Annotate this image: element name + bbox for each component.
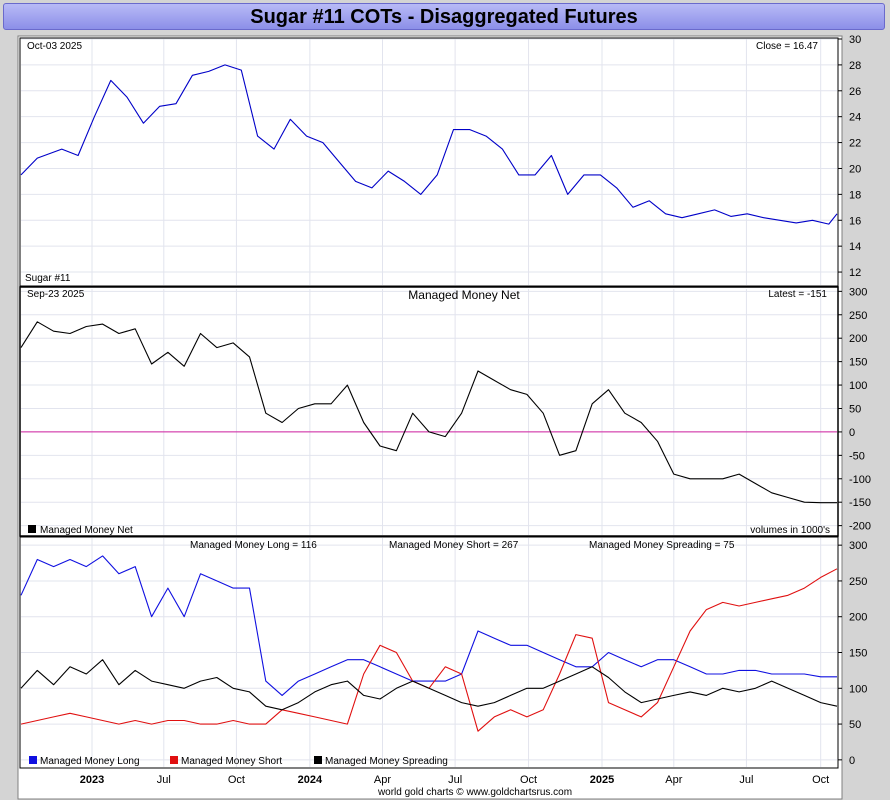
managed-money-net-line (20, 321, 837, 504)
y-tick-label: 0 (849, 427, 855, 439)
short-legend-label: Managed Money Short (181, 756, 282, 767)
spreading-legend-label: Managed Money Spreading (325, 756, 448, 767)
long-legend-label: Managed Money Long (40, 756, 140, 767)
y-tick-label: -100 (849, 474, 871, 486)
y-tick-label: 20 (849, 163, 861, 175)
short-legend-swatch (170, 756, 178, 764)
y-tick-label: 12 (849, 267, 861, 279)
y-tick-label: 30 (849, 34, 861, 46)
x-axis-label: 2023 (80, 774, 104, 786)
net-legend-label: Managed Money Net (40, 525, 133, 536)
y-tick-label: 16 (849, 215, 861, 227)
x-axis-label: Jul (739, 774, 753, 786)
y-tick-label: 26 (849, 86, 861, 98)
y-tick-label: 150 (849, 357, 867, 369)
price-series-label: Sugar #11 (25, 273, 71, 284)
price-panel-border (19, 37, 839, 287)
x-axis-label: Jul (157, 774, 171, 786)
y-tick-label: 28 (849, 60, 861, 72)
net-date-label: Sep-23 2025 (27, 289, 85, 300)
net-panel-title: Managed Money Net (408, 288, 520, 302)
x-axis-label: Jul (448, 774, 462, 786)
managed-money-long-line (20, 555, 837, 696)
managed-money-spreading-line (20, 659, 838, 711)
net-panel-border (19, 286, 839, 537)
long-legend-swatch (29, 756, 37, 764)
y-tick-label: 150 (849, 648, 867, 660)
x-axis-label: Oct (228, 774, 245, 786)
y-tick-label: 50 (849, 403, 861, 415)
net-units-label: volumes in 1000's (750, 525, 830, 536)
x-axis-label: 2025 (590, 774, 614, 786)
y-tick-label: 200 (849, 333, 867, 345)
chart-title: Sugar #11 COTs - Disaggregated Futures (250, 6, 638, 28)
x-axis-label: Apr (665, 774, 682, 786)
y-tick-label: 0 (849, 755, 855, 767)
y-tick-label: 250 (849, 310, 867, 322)
y-tick-label: 100 (849, 380, 867, 392)
chart-frame (17, 35, 843, 800)
net-latest-label: Latest = -151 (768, 289, 827, 300)
y-tick-label: 200 (849, 612, 867, 624)
y-tick-label: 100 (849, 683, 867, 695)
footer-credit: world gold charts © www.goldchartsrus.co… (377, 787, 572, 798)
price-date-label: Oct-03 2025 (27, 41, 82, 52)
y-tick-label: 24 (849, 112, 861, 124)
y-tick-label: 250 (849, 576, 867, 588)
y-tick-label: 50 (849, 719, 861, 731)
x-axis-label: Apr (374, 774, 391, 786)
y-tick-label: -150 (849, 497, 871, 509)
net-legend-swatch (28, 525, 36, 533)
y-tick-label: -200 (849, 521, 871, 533)
price-line (20, 64, 838, 225)
y-tick-label: 300 (849, 540, 867, 552)
spreading-header: Managed Money Spreading = 75 (589, 540, 735, 551)
y-tick-label: 14 (849, 241, 861, 253)
long-header: Managed Money Long = 116 (190, 540, 317, 551)
x-axis-label: 2024 (298, 774, 323, 786)
x-axis-label: Oct (812, 774, 829, 786)
short-header: Managed Money Short = 267 (389, 540, 519, 551)
spreading-legend-swatch (314, 756, 322, 764)
chart-title-bar: Sugar #11 COTs - Disaggregated Futures (3, 3, 885, 30)
x-axis-label: Oct (520, 774, 537, 786)
y-tick-label: -50 (849, 450, 865, 462)
y-tick-label: 300 (849, 286, 867, 298)
y-tick-label: 22 (849, 138, 861, 150)
y-tick-label: 18 (849, 189, 861, 201)
price-close-label: Close = 16.47 (756, 41, 818, 52)
